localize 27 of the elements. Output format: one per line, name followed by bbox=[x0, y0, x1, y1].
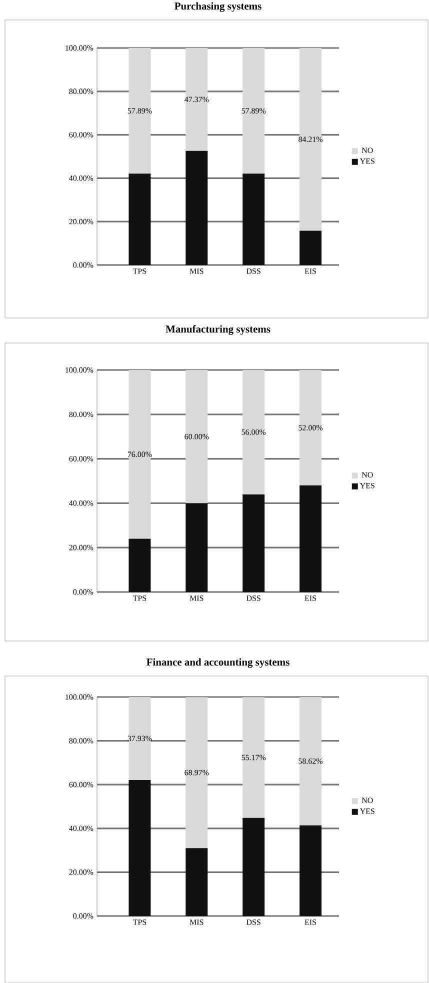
bar bbox=[128, 780, 151, 916]
bar bbox=[300, 230, 322, 265]
bar bbox=[300, 48, 322, 231]
bar bbox=[128, 48, 151, 174]
bar bbox=[186, 150, 208, 265]
bar bbox=[128, 370, 151, 539]
bar bbox=[300, 485, 322, 592]
bar bbox=[186, 848, 208, 916]
bar bbox=[242, 697, 265, 818]
bar bbox=[186, 370, 208, 504]
bar bbox=[128, 174, 151, 265]
bar bbox=[186, 697, 208, 848]
bar bbox=[242, 48, 265, 174]
bar bbox=[242, 370, 265, 494]
bar bbox=[300, 370, 322, 486]
bar bbox=[300, 696, 322, 826]
chart-title: Manufacturing systems bbox=[166, 325, 270, 335]
bar bbox=[242, 174, 265, 265]
bar bbox=[300, 825, 322, 916]
bar bbox=[242, 494, 265, 592]
bar bbox=[128, 696, 151, 780]
bar bbox=[242, 818, 265, 916]
chart-title: Finance and accounting systems bbox=[146, 658, 290, 668]
bar bbox=[186, 48, 208, 151]
bar bbox=[128, 538, 151, 592]
chart-title: Purchasing systems bbox=[174, 2, 262, 12]
bar bbox=[186, 503, 208, 592]
